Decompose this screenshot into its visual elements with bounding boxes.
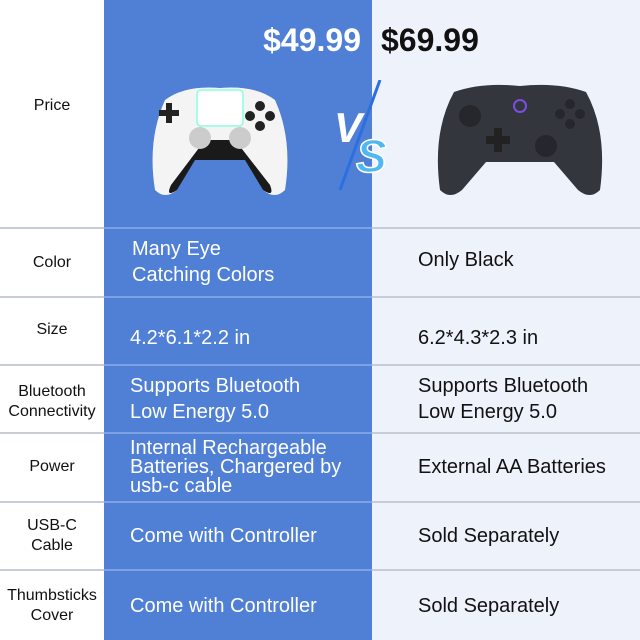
row-label-size: Size	[0, 298, 104, 362]
value-line: Batteries, Chargered by	[130, 455, 342, 478]
svg-text:S: S	[356, 130, 387, 182]
value-line: Low Energy 5.0	[130, 401, 269, 423]
size-product-b: 6.2*4.3*2.3 in	[418, 310, 640, 366]
row-divider	[0, 432, 640, 434]
value-line: usb-c cable	[130, 474, 233, 497]
value-line: External AA Batteries	[418, 456, 606, 478]
row-label-power: Power	[0, 434, 104, 500]
price-product-a: $49.99	[263, 22, 361, 58]
value-line: Supports Bluetooth	[130, 375, 301, 397]
size-product-a: 4.2*6.1*2.2 in	[130, 310, 370, 366]
value-line: Come with Controller	[130, 594, 317, 617]
label-text: Connectivity	[8, 403, 96, 420]
thumbsticks-product-b: Sold Separately	[418, 571, 640, 640]
row-label-thumbsticks: Thumbsticks Cover	[0, 571, 104, 640]
usbc-product-b: Sold Separately	[418, 503, 640, 569]
thumbsticks-product-a: Come with Controller	[130, 571, 370, 640]
vs-logo: V S	[334, 80, 388, 191]
value-line: Catching Colors	[132, 264, 275, 286]
bluetooth-product-a: Supports Bluetooth Low Energy 5.0	[130, 372, 370, 426]
label-text: Cover	[30, 606, 74, 624]
label-text: Power	[29, 458, 75, 475]
white-controller-image	[152, 87, 288, 195]
row-label-usbc: USB-C Cable	[0, 503, 104, 569]
usbc-product-a: Come with Controller	[130, 503, 370, 569]
bluetooth-product-b: Supports Bluetooth Low Energy 5.0	[418, 372, 640, 426]
value-line: Internal Rechargeable	[130, 436, 327, 459]
label-column	[0, 0, 104, 640]
row-divider	[0, 296, 640, 298]
row-divider	[0, 364, 640, 366]
power-product-b: External AA Batteries	[418, 434, 640, 500]
row-divider	[0, 227, 640, 229]
svg-text:V: V	[334, 104, 365, 151]
row-label-color: Color	[0, 229, 104, 296]
label-text: USB-C	[27, 517, 77, 534]
label-text: Thumbsticks	[7, 586, 97, 604]
value-line: Sold Separately	[418, 594, 560, 617]
value-line: Sold Separately	[418, 525, 560, 547]
label-text: Bluetooth	[18, 383, 86, 400]
power-product-a: Internal Rechargeable Batteries, Chargere…	[130, 437, 370, 497]
label-text: Cable	[31, 537, 73, 554]
price-product-b: $69.99	[381, 22, 479, 58]
value-line: Many Eye	[132, 238, 221, 260]
value-line: 6.2*4.3*2.3 in	[418, 327, 539, 349]
value-line: Supports Bluetooth	[418, 375, 589, 397]
value-line: 4.2*6.1*2.2 in	[130, 327, 251, 349]
row-divider	[0, 501, 640, 503]
value-line: Come with Controller	[130, 525, 317, 547]
black-controller-image	[437, 84, 603, 195]
value-line: Low Energy 5.0	[418, 401, 557, 423]
row-label-price: Price	[0, 0, 104, 212]
color-product-a: Many Eye Catching Colors	[132, 236, 372, 288]
row-label-bluetooth: Bluetooth Connectivity	[0, 372, 104, 432]
row-divider	[0, 569, 640, 571]
label-text: Size	[36, 321, 68, 338]
value-line: Only Black	[418, 249, 514, 271]
label-text: Price	[33, 97, 71, 114]
label-text: Color	[32, 253, 72, 271]
color-product-b: Only Black	[418, 229, 640, 291]
